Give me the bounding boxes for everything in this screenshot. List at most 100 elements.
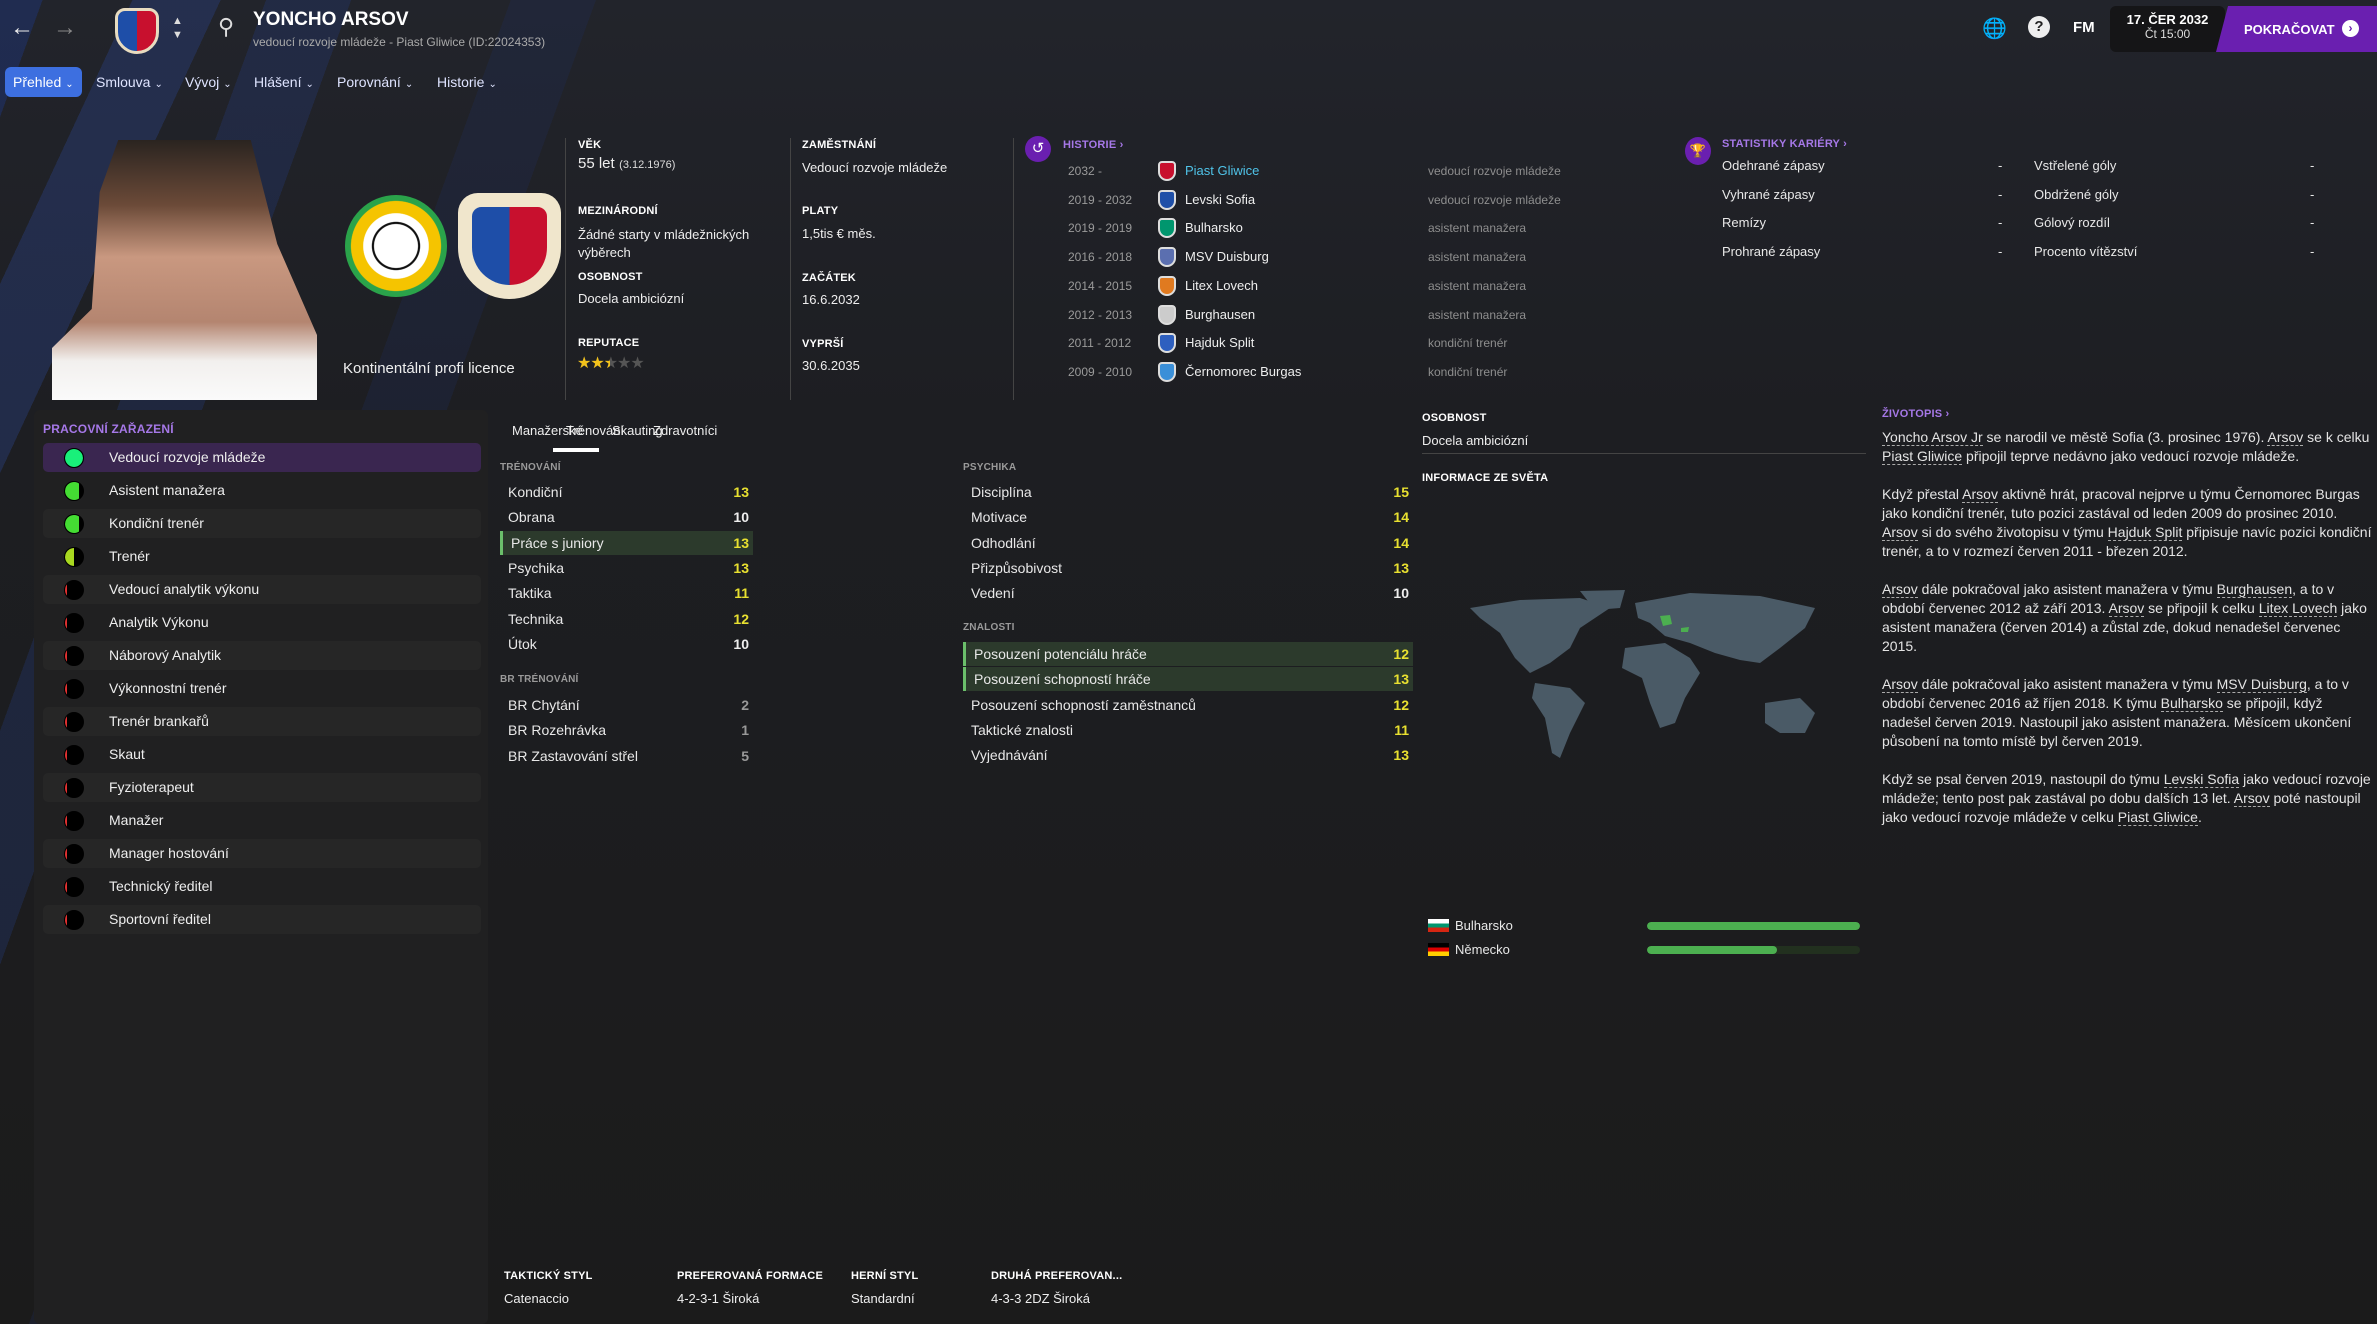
- attribute-name: Motivace: [971, 509, 1028, 526]
- role-row[interactable]: Technický ředitel: [43, 872, 481, 901]
- history-club[interactable]: Bulharsko: [1185, 220, 1243, 236]
- licence: Kontinentální profi licence: [343, 360, 515, 377]
- history-club[interactable]: Piast Gliwice: [1185, 163, 1260, 178]
- role-row[interactable]: Výkonnostní trenér: [43, 674, 481, 703]
- history-club[interactable]: Černomorec Burgas: [1185, 363, 1302, 379]
- role-row[interactable]: Fyzioterapeut: [43, 773, 481, 802]
- attribute-name: Psychika: [508, 559, 565, 576]
- history-club[interactable]: MSV Duisburg: [1185, 249, 1269, 265]
- bio-text: .: [2197, 809, 2202, 825]
- nav-tab-smlouva[interactable]: Smlouva ⌄: [96, 74, 163, 90]
- role-row[interactable]: Trenér: [43, 542, 481, 571]
- club-badge-icon[interactable]: [115, 8, 159, 54]
- bio-link[interactable]: Arsov: [1882, 524, 1918, 541]
- role-row[interactable]: Manager hostování: [43, 839, 481, 868]
- forward-button[interactable]: →: [53, 14, 77, 41]
- role-row[interactable]: Analytik Výkonu: [43, 608, 481, 637]
- world-personality-label: OSOBNOST: [1422, 412, 1487, 424]
- history-club[interactable]: Hajduk Split: [1185, 335, 1255, 351]
- bio-link[interactable]: MSV Duisburg: [2216, 676, 2307, 693]
- attr-tab[interactable]: Trénování: [566, 423, 625, 438]
- history-club[interactable]: Burghausen: [1185, 306, 1256, 322]
- bio-link[interactable]: Arsov: [1962, 486, 1998, 503]
- attribute-value: 5: [741, 747, 749, 764]
- nav-tab-prehled[interactable]: Přehled ⌄: [5, 67, 82, 97]
- bio-link[interactable]: Litex Lovech: [2258, 600, 2338, 617]
- nav-tab-porovnani[interactable]: Porovnání ⌄: [337, 74, 414, 90]
- role-row[interactable]: Trenér brankařů: [43, 707, 481, 736]
- history-row[interactable]: 2016 - 2018 MSV Duisburg asistent manažera: [1060, 246, 1620, 270]
- role-row[interactable]: Asistent manažera: [43, 476, 481, 505]
- role-label: Asistent manažera: [109, 482, 225, 498]
- career-stat-label: Prohrané zápasy: [1722, 244, 1821, 260]
- suitability-dot-icon: [64, 547, 84, 567]
- help-icon[interactable]: ?: [2028, 16, 2050, 38]
- history-role: vedoucí rozvoje mládeže: [1428, 192, 1561, 207]
- history-icon: ↺: [1025, 136, 1051, 162]
- bio-link[interactable]: Hajduk Split: [2107, 524, 2183, 541]
- bio-link[interactable]: Arsov: [2108, 600, 2145, 617]
- nav-tab-vyvoj[interactable]: Vývoj ⌄: [185, 74, 232, 90]
- suitability-fill: [65, 548, 74, 566]
- history-role: asistent manažera: [1428, 250, 1527, 265]
- bio-link[interactable]: Arsov: [1882, 581, 1918, 598]
- role-row[interactable]: Kondiční trenér: [43, 509, 481, 538]
- role-row[interactable]: Vedoucí rozvoje mládeže: [43, 443, 481, 472]
- history-row[interactable]: 2014 - 2015 Litex Lovech asistent manažera: [1060, 275, 1620, 299]
- attr-tab[interactable]: Skauting: [612, 423, 663, 438]
- date-display[interactable]: 17. ČER 2032 Čt 15:00: [2110, 6, 2225, 52]
- attribute-name: Útok: [508, 635, 537, 652]
- club-logo-icon: [1158, 189, 1176, 210]
- history-row[interactable]: 2009 - 2010 Černomorec Burgas kondiční tre…: [1060, 361, 1620, 385]
- bio-link[interactable]: Piast Gliwice: [2117, 809, 2198, 826]
- career-stat-label: Obdržené góly: [2034, 186, 2119, 202]
- bio-link[interactable]: Arsov: [2267, 429, 2304, 446]
- role-row[interactable]: Manažer: [43, 806, 481, 835]
- biography-link[interactable]: ŽIVOTOPIS ›: [1882, 408, 1950, 420]
- bio-text: Když se psal červen 2019, nastoupil do t…: [1882, 771, 2164, 787]
- bio-link[interactable]: Arsov: [1882, 676, 1918, 693]
- nav-tab-historie[interactable]: Historie ⌄: [437, 74, 497, 90]
- history-club[interactable]: Levski Sofia: [1185, 191, 1256, 207]
- history-row[interactable]: 2019 - 2032 Levski Sofia vedoucí rozvoje m…: [1060, 189, 1620, 213]
- attribute-row: Obrana 10: [500, 505, 753, 529]
- chevron-right-circle-icon: ›: [2342, 20, 2359, 37]
- history-row[interactable]: 2019 - 2019 Bulharsko asistent manažera: [1060, 217, 1620, 241]
- globe-icon[interactable]: 🌐: [1982, 18, 2007, 40]
- role-row[interactable]: Skaut: [43, 740, 481, 769]
- history-row[interactable]: 2012 - 2013 Burghausen asistent manažera: [1060, 304, 1620, 328]
- bio-text: dále pokračoval jako asistent manažera v…: [1917, 676, 2217, 692]
- fm-menu-button[interactable]: FM: [2073, 19, 2095, 36]
- country-name: Německo: [1455, 942, 1510, 957]
- attribute-value: 13: [733, 534, 749, 551]
- bio-paragraph: Arsov dále pokračoval jako asistent mana…: [1882, 580, 2372, 656]
- bio-link[interactable]: Yoncho Arsov Jr: [1882, 429, 1983, 446]
- divider: [1422, 453, 1866, 454]
- attr-tab[interactable]: Manažerské: [512, 423, 583, 438]
- history-club[interactable]: Litex Lovech: [1185, 277, 1258, 293]
- bio-link[interactable]: Piast Gliwice: [1882, 448, 1963, 465]
- bio-text: poté nastoupil jako vedoucí rozvoje mlád…: [1882, 790, 2361, 825]
- role-row[interactable]: Náborový Analytik: [43, 641, 481, 670]
- role-row[interactable]: Sportovní ředitel: [43, 905, 481, 934]
- bio-text: jako vedoucí rozvoje mládeže; tento post…: [1882, 771, 2371, 806]
- search-icon[interactable]: ⚲: [218, 14, 235, 39]
- bio-link[interactable]: Burghausen: [2216, 581, 2293, 598]
- bio-link[interactable]: Arsov: [2233, 790, 2270, 807]
- history-link[interactable]: HISTORIE ›: [1063, 139, 1124, 151]
- attribute-row: Kondiční 13: [500, 480, 753, 504]
- history-row[interactable]: 2011 - 2012 Hajduk Split kondiční trenér: [1060, 332, 1620, 356]
- history-row[interactable]: 2032 - Piast Gliwice vedoucí rozvoje mláde…: [1060, 160, 1620, 184]
- tactics-label: TAKTICKÝ STYL: [504, 1270, 593, 1282]
- bio-link[interactable]: Levski Sofia: [2163, 771, 2240, 788]
- bio-link[interactable]: Bulharsko: [2160, 695, 2223, 712]
- switch-staff-arrows-icon[interactable]: ▲ ▼: [172, 15, 183, 41]
- nav-tab-hlaseni[interactable]: Hlášení ⌄: [254, 74, 314, 90]
- history-years: 2019 - 2032: [1068, 192, 1133, 207]
- suitability-dot-icon: [64, 745, 84, 765]
- continue-button[interactable]: POKRAČOVAT ›: [2216, 6, 2377, 52]
- career-stats-link[interactable]: STATISTIKY KARIÉRY ›: [1722, 138, 1848, 150]
- back-button[interactable]: ←: [10, 14, 34, 41]
- role-row[interactable]: Vedoucí analytik výkonu: [43, 575, 481, 604]
- attr-tab[interactable]: Zdravotníci: [653, 423, 718, 438]
